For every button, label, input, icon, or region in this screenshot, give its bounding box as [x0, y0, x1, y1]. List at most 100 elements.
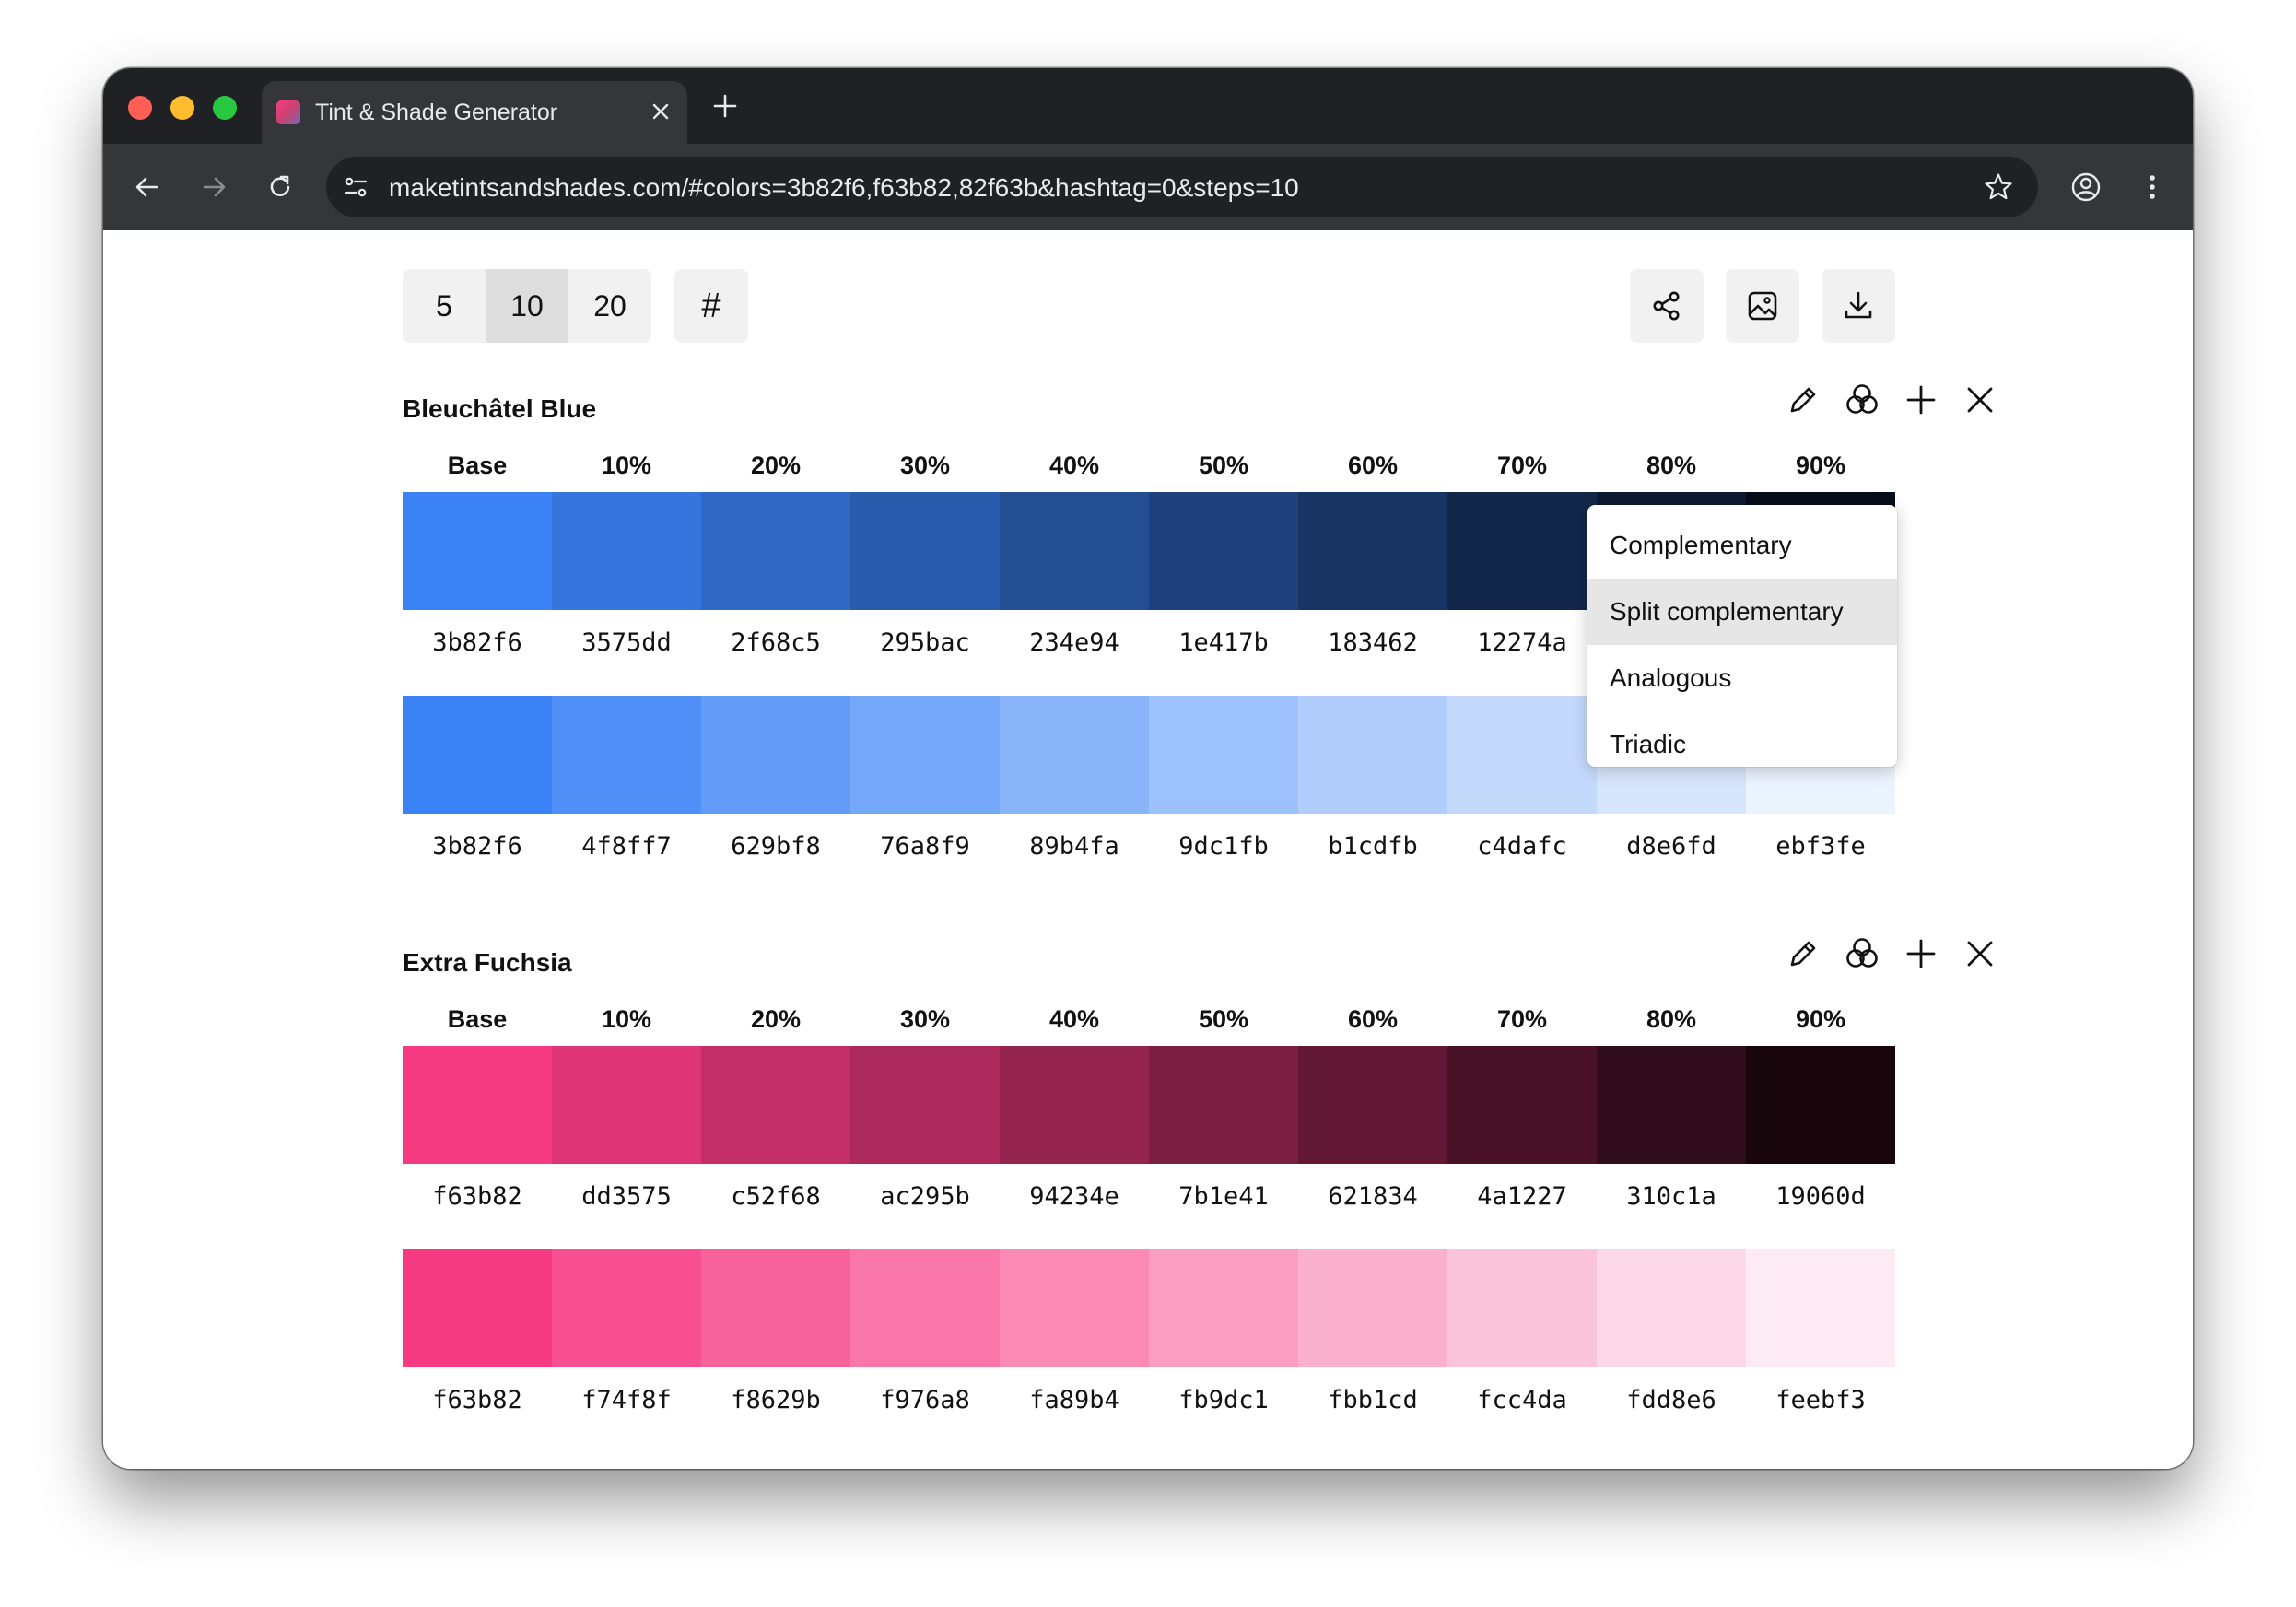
- color-swatch[interactable]: [1000, 1046, 1149, 1164]
- window-maximize-button[interactable]: [213, 96, 237, 120]
- forward-icon[interactable]: [199, 172, 228, 202]
- color-harmony-icon[interactable]: [1844, 381, 1880, 418]
- hex-code[interactable]: 4a1227: [1477, 1182, 1567, 1211]
- color-swatch[interactable]: [1298, 1249, 1447, 1367]
- color-swatch[interactable]: [552, 1046, 701, 1164]
- color-swatch[interactable]: [1149, 1249, 1298, 1367]
- hashtag-toggle-button[interactable]: #: [674, 269, 748, 343]
- hex-code[interactable]: ac295b: [880, 1182, 970, 1211]
- hex-code[interactable]: feebf3: [1775, 1386, 1866, 1414]
- hex-code[interactable]: f976a8: [880, 1386, 970, 1414]
- hex-code[interactable]: 2f68c5: [731, 628, 821, 657]
- hex-code[interactable]: 1e417b: [1178, 628, 1269, 657]
- new-tab-icon[interactable]: [711, 92, 739, 120]
- hex-code[interactable]: 76a8f9: [880, 832, 970, 861]
- pencil-icon[interactable]: [1785, 935, 1822, 972]
- hex-code[interactable]: fa89b4: [1029, 1386, 1119, 1414]
- color-swatch[interactable]: [403, 492, 552, 610]
- hex-code[interactable]: 183462: [1328, 628, 1418, 657]
- color-swatch[interactable]: [850, 1046, 1000, 1164]
- color-swatch[interactable]: [552, 492, 701, 610]
- color-swatch[interactable]: [850, 492, 1000, 610]
- plus-icon[interactable]: [1903, 935, 1939, 972]
- hex-code[interactable]: ebf3fe: [1775, 832, 1866, 861]
- pencil-icon[interactable]: [1785, 381, 1822, 418]
- color-swatch[interactable]: [552, 696, 701, 814]
- color-swatch[interactable]: [850, 696, 1000, 814]
- url-text[interactable]: maketintsandshades.com/#colors=3b82f6,f6…: [389, 173, 1299, 202]
- bookmark-star-icon[interactable]: [1983, 171, 2014, 203]
- color-swatch[interactable]: [1447, 1249, 1597, 1367]
- plus-icon[interactable]: [1903, 381, 1939, 418]
- menu-item-complementary[interactable]: Complementary: [1610, 531, 1792, 559]
- hex-code[interactable]: f63b82: [432, 1386, 522, 1414]
- color-swatch[interactable]: [1447, 696, 1597, 814]
- hex-code[interactable]: fbb1cd: [1328, 1386, 1418, 1414]
- steps-20-button[interactable]: 20: [593, 288, 627, 323]
- color-swatch[interactable]: [701, 1249, 850, 1367]
- hex-code[interactable]: 7b1e41: [1178, 1182, 1269, 1211]
- site-settings-icon[interactable]: [341, 172, 370, 202]
- color-swatch[interactable]: [1149, 492, 1298, 610]
- window-minimize-button[interactable]: [170, 96, 194, 120]
- hex-code[interactable]: 94234e: [1029, 1182, 1119, 1211]
- hex-code[interactable]: 12274a: [1477, 628, 1567, 657]
- hex-code[interactable]: fdd8e6: [1626, 1386, 1716, 1414]
- tab-close-icon[interactable]: [650, 101, 671, 122]
- color-swatch[interactable]: [701, 492, 850, 610]
- color-harmony-icon[interactable]: [1844, 935, 1880, 972]
- color-swatch[interactable]: [701, 1046, 850, 1164]
- steps-5-button[interactable]: 5: [436, 288, 452, 323]
- hex-code[interactable]: dd3575: [581, 1182, 672, 1211]
- hex-code[interactable]: 234e94: [1029, 628, 1119, 657]
- hex-code[interactable]: 621834: [1328, 1182, 1418, 1211]
- color-swatch[interactable]: [1746, 1046, 1895, 1164]
- steps-10-button[interactable]: 10: [486, 269, 568, 343]
- hex-code[interactable]: 3575dd: [581, 628, 672, 657]
- color-swatch[interactable]: [1597, 1046, 1746, 1164]
- menu-item-split-complementary[interactable]: Split complementary: [1587, 579, 1897, 645]
- hex-code[interactable]: 3b82f6: [432, 832, 522, 861]
- hex-code[interactable]: c4dafc: [1477, 832, 1567, 861]
- hex-code[interactable]: fb9dc1: [1178, 1386, 1269, 1414]
- hex-code[interactable]: f8629b: [731, 1386, 821, 1414]
- color-swatch[interactable]: [1149, 696, 1298, 814]
- close-icon[interactable]: [1962, 381, 1998, 418]
- back-icon[interactable]: [133, 172, 162, 202]
- color-swatch[interactable]: [701, 696, 850, 814]
- hex-code[interactable]: 310c1a: [1626, 1182, 1716, 1211]
- color-swatch[interactable]: [1447, 1046, 1597, 1164]
- color-swatch[interactable]: [1298, 492, 1447, 610]
- color-swatch[interactable]: [1298, 696, 1447, 814]
- color-swatch[interactable]: [1746, 1249, 1895, 1367]
- color-swatch[interactable]: [1298, 1046, 1447, 1164]
- hex-code[interactable]: 89b4fa: [1029, 832, 1119, 861]
- color-swatch[interactable]: [403, 696, 552, 814]
- download-button[interactable]: [1822, 269, 1895, 343]
- color-swatch[interactable]: [1000, 696, 1149, 814]
- browser-menu-icon[interactable]: [2136, 170, 2169, 204]
- window-close-button[interactable]: [128, 96, 152, 120]
- color-swatch[interactable]: [1000, 492, 1149, 610]
- hex-code[interactable]: c52f68: [731, 1182, 821, 1211]
- reload-icon[interactable]: [265, 172, 295, 202]
- profile-icon[interactable]: [2069, 170, 2103, 204]
- hex-code[interactable]: 295bac: [880, 628, 970, 657]
- color-swatch[interactable]: [403, 1046, 552, 1164]
- hex-code[interactable]: 629bf8: [731, 832, 821, 861]
- color-swatch[interactable]: [403, 1249, 552, 1367]
- hex-code[interactable]: f63b82: [432, 1182, 522, 1211]
- color-swatch[interactable]: [850, 1249, 1000, 1367]
- export-image-button[interactable]: [1726, 269, 1799, 343]
- hex-code[interactable]: 19060d: [1775, 1182, 1866, 1211]
- close-icon[interactable]: [1962, 935, 1998, 972]
- hex-code[interactable]: 3b82f6: [432, 628, 522, 657]
- share-button[interactable]: [1630, 269, 1704, 343]
- menu-item-triadic[interactable]: Triadic: [1610, 730, 1686, 758]
- menu-item-analogous[interactable]: Analogous: [1610, 663, 1732, 692]
- hex-code[interactable]: f74f8f: [581, 1386, 672, 1414]
- active-tab[interactable]: Tint & Shade Generator: [262, 81, 687, 144]
- color-swatch[interactable]: [1447, 492, 1597, 610]
- color-swatch[interactable]: [1149, 1046, 1298, 1164]
- hex-code[interactable]: b1cdfb: [1328, 832, 1418, 861]
